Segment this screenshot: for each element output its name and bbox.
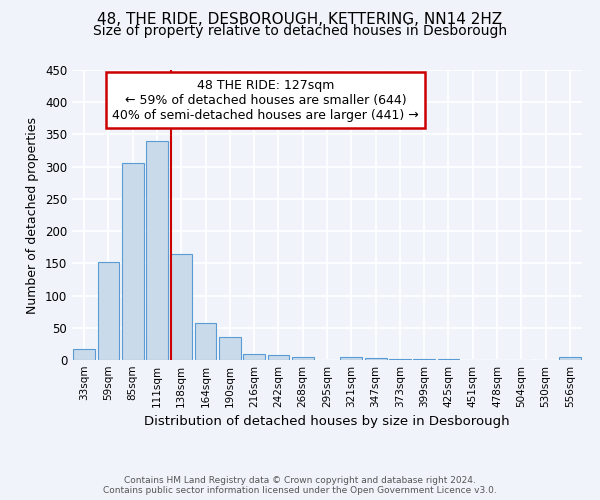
X-axis label: Distribution of detached houses by size in Desborough: Distribution of detached houses by size … bbox=[144, 416, 510, 428]
Bar bbox=[146, 141, 168, 360]
Text: Size of property relative to detached houses in Desborough: Size of property relative to detached ho… bbox=[93, 24, 507, 38]
Bar bbox=[194, 324, 217, 360]
Bar bbox=[170, 254, 192, 360]
Bar bbox=[219, 338, 241, 360]
Text: Contains HM Land Registry data © Crown copyright and database right 2024.
Contai: Contains HM Land Registry data © Crown c… bbox=[103, 476, 497, 495]
Text: 48, THE RIDE, DESBOROUGH, KETTERING, NN14 2HZ: 48, THE RIDE, DESBOROUGH, KETTERING, NN1… bbox=[97, 12, 503, 28]
Text: 48 THE RIDE: 127sqm
← 59% of detached houses are smaller (644)
40% of semi-detac: 48 THE RIDE: 127sqm ← 59% of detached ho… bbox=[112, 78, 419, 122]
Bar bbox=[97, 262, 119, 360]
Bar bbox=[340, 357, 362, 360]
Bar bbox=[365, 358, 386, 360]
Bar bbox=[389, 358, 411, 360]
Bar bbox=[559, 358, 581, 360]
Bar bbox=[292, 357, 314, 360]
Bar bbox=[268, 355, 289, 360]
Bar bbox=[73, 349, 95, 360]
Bar bbox=[243, 354, 265, 360]
Y-axis label: Number of detached properties: Number of detached properties bbox=[26, 116, 40, 314]
Bar bbox=[122, 164, 143, 360]
